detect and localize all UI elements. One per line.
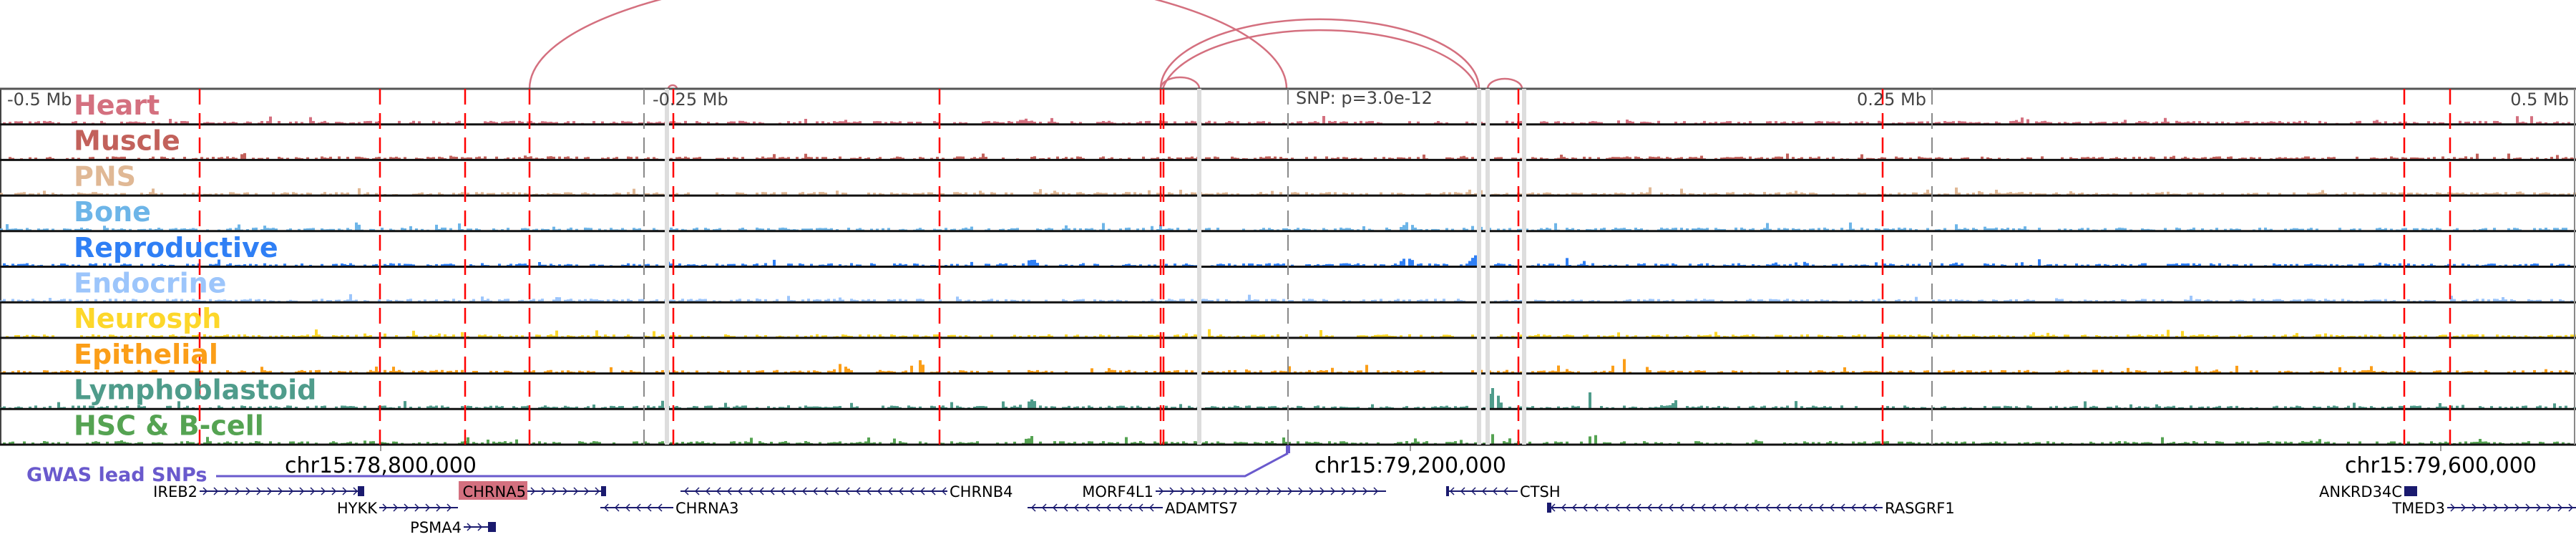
gene-label: CHRNB4: [950, 483, 1013, 500]
track-label: Muscle: [74, 125, 180, 157]
gene-adamts7[interactable]: ADAMTS7: [1028, 500, 1238, 517]
strand-arrows: [382, 503, 452, 512]
strand-arrows: [203, 487, 358, 495]
exon-block: [1547, 503, 1551, 513]
track-label: HSC & B-cell: [74, 410, 264, 441]
gene-label: ADAMTS7: [1165, 500, 1238, 517]
strand-arrows: [1158, 487, 1379, 495]
gene-label: TMED3: [2391, 500, 2445, 517]
signal-pns: [0, 187, 2576, 195]
mb-label-minus-0.25: -0.25 Mb: [653, 90, 728, 110]
strand-arrows: [603, 503, 663, 512]
strand-arrows: [683, 487, 947, 495]
gene-track: IREB2 CHRNA5 HYKK PSMA4 CHRNA3 CHRNB4 MORF4L1 A…: [153, 481, 2576, 536]
signal-bone: [0, 222, 2567, 231]
coord-label-78800000: chr15:78,800,000: [285, 453, 477, 478]
gene-label: CHRNA5: [463, 483, 526, 500]
gene-label: IREB2: [153, 483, 197, 500]
track-label: Neurosph: [74, 303, 221, 334]
interaction-arcs: [528, 0, 1523, 90]
interaction-arc: [1486, 77, 1523, 90]
signal-neurosph: [6, 329, 2576, 337]
interaction-arc: [1161, 29, 1478, 90]
signal-reproductive: [3, 255, 2570, 266]
track-label: Endocrine: [74, 268, 226, 299]
gene-label: HYKK: [337, 500, 378, 517]
strand-arrows: [1030, 503, 1154, 512]
snp-pvalue-label: SNP: p=3.0e-12: [1296, 88, 1433, 108]
mb-label-0.5: 0.5 Mb: [2510, 90, 2569, 110]
gene-tmed3[interactable]: TMED3: [2391, 500, 2576, 517]
gene-chrnb4[interactable]: CHRNB4: [680, 483, 1013, 500]
track-label: Bone: [74, 196, 151, 228]
track-label: Lymphoblastoid: [74, 374, 316, 406]
gwas-lead-snp-marker[interactable]: [1286, 445, 1290, 453]
gene-morf4l1[interactable]: MORF4L1: [1082, 483, 1386, 500]
gene-psma4[interactable]: PSMA4: [410, 519, 496, 536]
marker-lines: [198, 89, 2451, 445]
gwas-track-label: GWAS lead SNPs: [26, 464, 207, 486]
interaction-arc: [667, 84, 678, 90]
interaction-arc: [1159, 18, 1480, 90]
gwas-connector-line: [216, 452, 1289, 478]
gene-hykk[interactable]: HYKK: [337, 500, 458, 517]
mb-label-0.25: 0.25 Mb: [1857, 90, 1926, 110]
gene-chrna5[interactable]: CHRNA5: [459, 481, 606, 500]
strand-arrows: [2450, 503, 2574, 512]
gene-rasgrf1[interactable]: RASGRF1: [1547, 500, 1955, 517]
track-label: Heart: [74, 90, 160, 121]
gene-label: CHRNA3: [675, 500, 738, 517]
gene-ctsh[interactable]: CTSH: [1446, 483, 1561, 500]
gene-label: PSMA4: [410, 519, 462, 536]
signal-heart: [3, 115, 2570, 124]
interaction-arc: [528, 0, 1288, 90]
signal-endocrine: [0, 294, 2573, 302]
gene-label: MORF4L1: [1082, 483, 1153, 500]
exon-block: [488, 522, 496, 532]
signal-muscle: [9, 153, 2576, 160]
signal-epithelial: [0, 359, 2570, 373]
track-label: PNS: [74, 160, 136, 192]
exon-block: [2404, 486, 2417, 496]
exon-block: [1446, 486, 1449, 496]
strand-arrows: [530, 487, 600, 495]
exon-block: [358, 486, 364, 496]
interaction-arc: [1159, 76, 1201, 90]
coord-label-79600000: chr15:79,600,000: [2345, 453, 2537, 478]
track-label: Reproductive: [74, 232, 278, 263]
gene-ireb2[interactable]: IREB2: [153, 483, 364, 500]
signal-hsc-b-cell: [3, 434, 2570, 444]
gene-chrna3[interactable]: CHRNA3: [600, 500, 738, 517]
highlighted-gene-box: [459, 481, 527, 500]
coord-label-79200000: chr15:79,200,000: [1314, 453, 1506, 478]
gene-label: ANKRD34C: [2319, 483, 2402, 500]
gene-label: RASGRF1: [1885, 500, 1955, 517]
gene-label: CTSH: [1520, 483, 1561, 500]
mb-label-minus-0.5: -0.5 Mb: [7, 90, 72, 110]
track-label: Epithelial: [74, 339, 218, 370]
exon-block: [601, 486, 606, 496]
strand-arrows: [1449, 487, 1508, 495]
gene-ankrd34c[interactable]: ANKRD34C: [2319, 483, 2417, 500]
